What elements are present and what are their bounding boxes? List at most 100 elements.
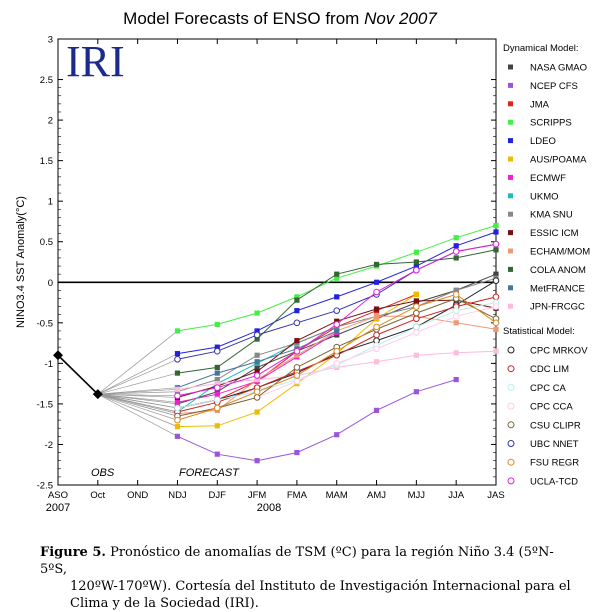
series-ldeo: [97, 229, 499, 395]
legend-marker: [508, 266, 513, 272]
y-tick-label: 2.5: [40, 75, 53, 86]
year-label: 2008: [257, 502, 281, 514]
series-line: [177, 379, 457, 462]
data-point: [453, 235, 459, 241]
obs-label: OBS: [91, 467, 115, 479]
data-point: [333, 321, 341, 328]
series-cola-anom: [97, 247, 499, 395]
data-point: [334, 294, 340, 300]
y-tick-label: 3: [48, 35, 53, 46]
data-point: [294, 449, 300, 456]
data-point: [334, 271, 340, 277]
legend-marker: [508, 156, 513, 162]
data-point: [492, 240, 500, 248]
connector-line: [97, 393, 178, 421]
data-point: [492, 303, 500, 310]
data-point: [174, 351, 181, 357]
data-point: [333, 347, 341, 355]
data-point: [213, 384, 221, 391]
legend-label: KMA SNU: [530, 210, 573, 221]
data-point: [413, 259, 419, 265]
data-point: [214, 376, 220, 383]
enso-forecast-chart: Model Forecasts of ENSO from Nov 2007 IR…: [15, 9, 590, 514]
y-tick-label: -1.5: [37, 399, 53, 410]
legend-marker: [507, 346, 515, 354]
legend-marker: [508, 193, 513, 199]
series-ncep-cfs: [97, 376, 459, 464]
legend-label: LDEO: [530, 136, 556, 147]
connector-line: [97, 393, 178, 437]
data-point: [254, 352, 260, 358]
x-tick-label: JFM: [248, 490, 267, 501]
data-point: [334, 275, 340, 281]
data-point: [413, 263, 419, 269]
data-point: [453, 243, 459, 249]
data-point: [493, 247, 499, 253]
x-tick-label: ASO: [48, 490, 68, 501]
data-point: [253, 394, 261, 401]
connector-line: [97, 393, 178, 409]
legend-dynamical-header: Dynamical Model:: [503, 43, 579, 54]
legend-marker: [508, 211, 513, 217]
data-point: [253, 372, 261, 379]
legend-marker: [507, 477, 515, 485]
data-point: [254, 458, 260, 464]
legend: Dynamical Model: Statistical Model: NASA…: [503, 43, 590, 487]
plot-frame: [57, 38, 497, 486]
x-tick-label: MJJ: [408, 490, 426, 501]
data-point: [413, 249, 419, 255]
legend-label: JMA: [530, 99, 550, 110]
series-ucla-tcd: [97, 240, 500, 400]
x-tick-label: JJA: [448, 490, 465, 501]
data-point: [214, 364, 220, 371]
data-point: [214, 423, 220, 429]
legend-marker: [508, 230, 513, 236]
connector-line: [97, 393, 178, 427]
data-point: [413, 309, 420, 317]
y-tick-label: 1: [48, 197, 53, 208]
data-point: [413, 298, 419, 304]
data-point: [452, 291, 460, 298]
y-tick-label: 2: [48, 116, 53, 127]
data-point: [452, 248, 460, 255]
data-point: [294, 352, 300, 358]
data-point: [373, 323, 380, 331]
x-tick-label: JAS: [487, 490, 504, 501]
data-point: [174, 386, 181, 392]
data-point: [254, 409, 260, 415]
observed-point: [92, 389, 103, 400]
data-point: [453, 350, 459, 356]
x-tick-label: Oct: [90, 490, 105, 501]
data-point: [373, 345, 380, 353]
data-point: [413, 266, 420, 274]
figure-caption: Figure 5. Pronóstico de anomalías de TSM…: [40, 544, 580, 612]
data-point: [253, 331, 261, 339]
x-tick-label: FMA: [287, 490, 308, 501]
observed-point: [53, 350, 63, 361]
legend-label: NASA GMAO: [530, 63, 587, 74]
data-point: [413, 291, 419, 298]
iri-logo: IRI: [66, 37, 125, 86]
y-axis-label: NINO3.4 SST Anomaly(°C): [15, 196, 27, 328]
series-line: [177, 293, 417, 428]
data-point: [492, 277, 500, 284]
data-point: [293, 319, 301, 327]
data-point: [493, 229, 499, 235]
legend-marker: [508, 248, 513, 254]
data-point: [493, 326, 499, 332]
data-point: [294, 338, 300, 344]
data-point: [373, 359, 380, 365]
legend-label: CPC CCA: [530, 402, 573, 413]
y-tick-label: -2: [45, 440, 53, 451]
legend-label: CPC MRKOV: [530, 346, 588, 357]
x-tick-label: NDJ: [168, 490, 187, 501]
data-point: [293, 364, 301, 371]
legend-marker: [507, 440, 515, 447]
legend-marker: [508, 303, 513, 309]
data-point: [213, 404, 221, 412]
data-point: [294, 297, 300, 303]
data-point: [334, 328, 340, 334]
data-point: [413, 303, 420, 310]
data-point: [254, 359, 260, 365]
data-point: [213, 396, 221, 404]
